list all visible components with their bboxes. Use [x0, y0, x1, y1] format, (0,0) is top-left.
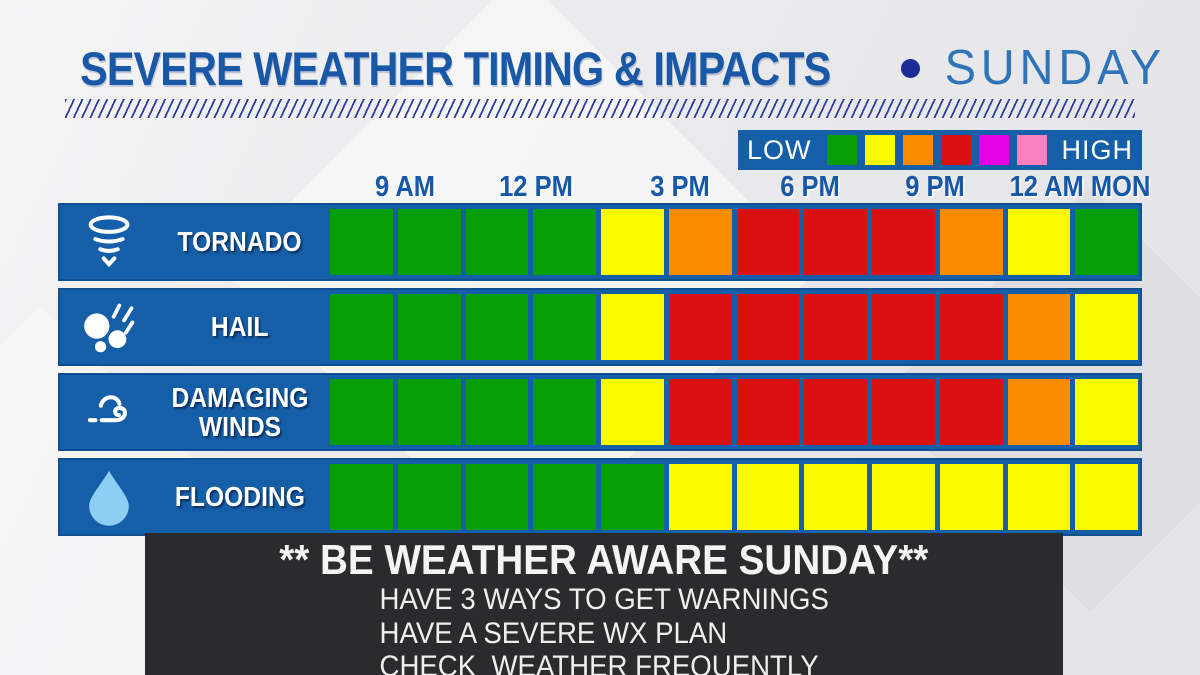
time-tick-label: 12 AM MON	[1009, 171, 1151, 203]
droplet-icon	[58, 458, 154, 536]
severity-cell-green	[465, 209, 529, 275]
severity-cell-green	[330, 464, 393, 530]
time-tick-label: 3 PM	[650, 171, 710, 203]
severity-cell-green	[330, 209, 393, 275]
severity-cell-green	[397, 294, 461, 360]
severity-cell-yellow	[601, 294, 664, 360]
time-tick-label: 6 PM	[780, 171, 840, 203]
risk-row-label: HAIL	[211, 311, 269, 343]
severity-legend: LOW HIGH	[738, 130, 1142, 170]
severity-cell-yellow	[1007, 209, 1071, 275]
severity-cell-green	[533, 379, 596, 445]
severity-cell-yellow	[939, 464, 1003, 530]
severity-cell-yellow	[1075, 294, 1138, 360]
legend-high-label: HIGH	[1061, 134, 1133, 165]
legend-swatch	[864, 135, 895, 165]
risk-cells	[326, 458, 1142, 536]
severity-cell-red	[736, 379, 800, 445]
time-tick-label: 12 PM	[499, 171, 573, 203]
severity-cell-yellow	[601, 209, 664, 275]
severity-cell-red	[872, 209, 935, 275]
severity-cell-green	[465, 464, 529, 530]
severity-cell-green	[533, 464, 596, 530]
severity-cell-red	[872, 294, 935, 360]
severity-cell-orange	[1007, 379, 1071, 445]
severity-cell-red	[804, 379, 867, 445]
severity-cell-green	[533, 209, 596, 275]
severity-cell-green	[330, 379, 393, 445]
hail-icon	[58, 288, 154, 366]
risk-cells	[326, 288, 1142, 366]
notice-lines: HAVE 3 WAYS TO GET WARNINGS HAVE A SEVERE…	[360, 583, 848, 675]
legend-swatch	[1016, 135, 1047, 165]
severity-cell-green	[397, 464, 461, 530]
risk-row-hail: HAIL	[58, 288, 1142, 366]
hatch-divider	[65, 99, 1135, 118]
severity-cell-orange	[668, 209, 732, 275]
severity-cell-yellow	[872, 464, 935, 530]
day-label: SUNDAY	[945, 41, 1167, 95]
severity-cell-yellow	[601, 379, 664, 445]
severity-cell-green	[397, 379, 461, 445]
wind-icon	[58, 373, 154, 451]
notice-line: CHECK WEATHER FREQUENTLY	[379, 650, 819, 675]
header: SEVERE WEATHER TIMING & IMPACTS SUNDAY	[0, 40, 1200, 96]
risk-row-damaging-winds: DAMAGING WINDS	[58, 373, 1142, 451]
severity-cell-green	[601, 464, 664, 530]
severity-cell-green	[330, 294, 393, 360]
legend-swatch	[826, 135, 857, 165]
risk-row-tornado: TORNADO	[58, 203, 1142, 281]
severity-cell-red	[668, 379, 732, 445]
severity-cell-red	[804, 294, 867, 360]
severity-cell-green	[533, 294, 596, 360]
severity-cell-green	[465, 294, 529, 360]
risk-row-flooding: FLOODING	[58, 458, 1142, 536]
severity-cell-orange	[1007, 294, 1071, 360]
severity-cell-red	[804, 209, 867, 275]
legend-low-label: LOW	[746, 134, 812, 165]
time-tick-label: 9 AM	[374, 171, 436, 203]
risk-cells	[326, 373, 1142, 451]
legend-swatches	[826, 135, 1047, 165]
severity-cell-red	[736, 209, 800, 275]
severity-cell-red	[872, 379, 935, 445]
title-separator-dot	[901, 58, 921, 78]
severity-cell-yellow	[1075, 379, 1138, 445]
risk-cells	[326, 203, 1142, 281]
severity-cell-yellow	[1007, 464, 1071, 530]
page-title: SEVERE WEATHER TIMING & IMPACTS	[80, 41, 831, 95]
risk-row-label: TORNADO	[177, 226, 303, 258]
severity-cell-yellow	[736, 464, 800, 530]
severity-cell-yellow	[804, 464, 867, 530]
notice-box: ** BE WEATHER AWARE SUNDAY** HAVE 3 WAYS…	[145, 533, 1063, 675]
notice-heading: ** BE WEATHER AWARE SUNDAY**	[279, 536, 929, 583]
tornado-icon	[58, 203, 154, 281]
severity-cell-red	[736, 294, 800, 360]
severity-cell-yellow	[1075, 464, 1138, 530]
time-tick-label: 9 PM	[905, 171, 965, 203]
severity-cell-green	[1075, 209, 1138, 275]
legend-swatch	[978, 135, 1009, 165]
risk-row-label: FLOODING	[174, 481, 306, 513]
risk-row-label: DAMAGING WINDS	[171, 381, 309, 442]
severity-cell-red	[668, 294, 732, 360]
legend-swatch	[940, 135, 971, 165]
notice-line: HAVE A SEVERE WX PLAN	[379, 616, 728, 650]
severity-cell-yellow	[668, 464, 732, 530]
severity-cell-green	[465, 379, 529, 445]
notice-line: HAVE 3 WAYS TO GET WARNINGS	[379, 583, 829, 617]
severity-cell-orange	[939, 209, 1003, 275]
severity-cell-green	[397, 209, 461, 275]
legend-swatch	[902, 135, 933, 165]
time-axis: 9 AM 12 PM 3 PM 6 PM 9 PM 12 AM MON	[0, 171, 1200, 203]
severity-cell-red	[939, 294, 1003, 360]
severity-cell-red	[939, 379, 1003, 445]
